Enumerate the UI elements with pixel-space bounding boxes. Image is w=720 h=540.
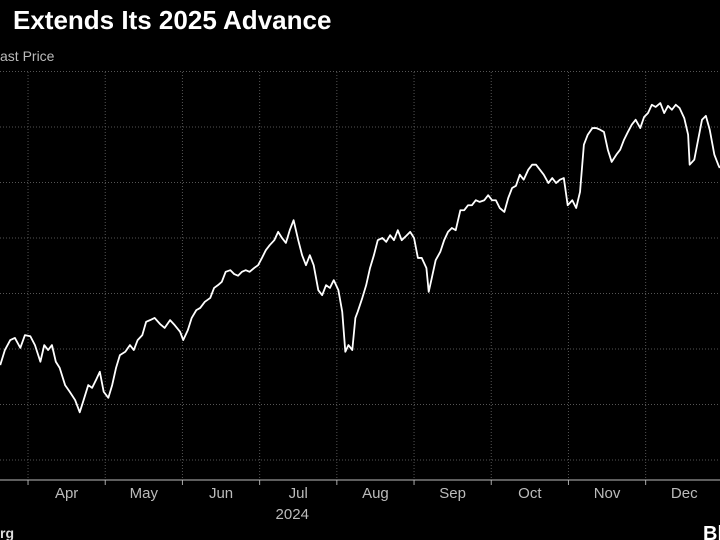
x-tick-label: Oct: [518, 485, 542, 502]
x-tick-label: Jun: [209, 485, 233, 502]
x-tick-label: Sep: [439, 485, 466, 502]
x-tick-label: Apr: [55, 485, 78, 502]
year-label: 2024: [276, 506, 309, 523]
x-tick-label: Nov: [594, 485, 621, 502]
legend-label: ast Price: [0, 48, 55, 64]
x-tick-label: Aug: [362, 485, 389, 502]
x-tick-label: Jul: [289, 485, 308, 502]
price-line: [0, 102, 720, 414]
x-tick-label: May: [130, 485, 159, 502]
logo: Bl: [703, 523, 720, 540]
source: rg: [0, 525, 14, 540]
chart-title: Extends Its 2025 Advance: [13, 5, 331, 35]
x-tick-label: Dec: [671, 485, 698, 502]
